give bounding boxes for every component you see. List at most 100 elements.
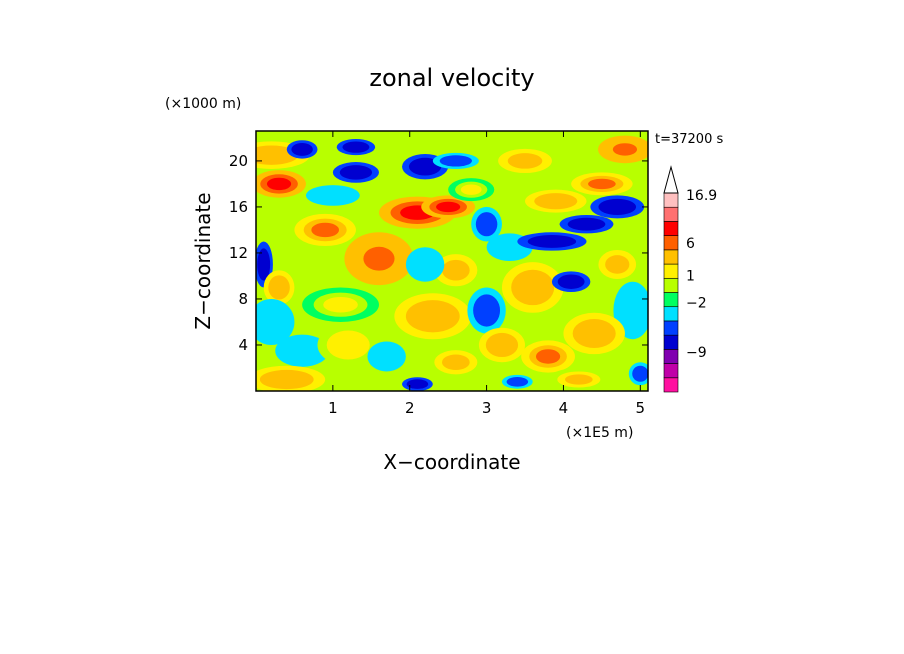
colorbar-swatch — [663, 334, 679, 350]
colorbar-swatch — [663, 235, 679, 251]
velocity-cell-18 — [367, 341, 406, 372]
velocity-cell-45 — [448, 178, 495, 202]
colorbar-swatch — [663, 192, 679, 208]
velocity-cell-37 — [590, 243, 645, 286]
colorbar-arrow — [663, 165, 679, 194]
velocity-cell-32 — [525, 189, 587, 213]
velocity-contour — [272, 279, 286, 296]
plot-frame — [255, 130, 649, 392]
y-axis-label: Z−coordinate — [191, 192, 215, 329]
velocity-cell-41 — [548, 367, 610, 391]
colorbar-label: 6 — [686, 236, 695, 252]
velocity-contour — [510, 378, 525, 385]
velocity-contour — [410, 380, 425, 388]
velocity-contour — [436, 201, 461, 213]
velocity-contour — [479, 216, 494, 232]
colorbar-label: −9 — [686, 345, 707, 361]
x-tick-label: 2 — [405, 399, 415, 417]
velocity-contour — [499, 240, 521, 254]
velocity-contour — [445, 157, 467, 165]
velocity-cell-6 — [294, 213, 356, 247]
x-tick-label: 1 — [328, 399, 338, 417]
y-tick-label: 20 — [229, 152, 248, 170]
velocity-cell-16 — [256, 365, 326, 391]
velocity-cell-19 — [302, 287, 379, 322]
velocity-contour — [491, 337, 513, 353]
velocity-cell-24 — [425, 344, 487, 380]
velocity-cell-23 — [402, 377, 433, 391]
velocity-contour — [507, 153, 543, 169]
y-unit-label: (×1000 m) — [165, 96, 241, 112]
velocity-cell-22 — [405, 247, 445, 282]
colorbar-label: −2 — [686, 295, 707, 311]
velocity-contour — [536, 237, 568, 246]
velocity-contour — [612, 143, 638, 156]
velocity-contour — [414, 160, 436, 173]
velocity-contour — [256, 148, 289, 162]
velocity-cell-2 — [286, 140, 318, 159]
x-tick-label: 4 — [559, 399, 569, 417]
velocity-contour — [363, 246, 395, 271]
velocity-cell-44 — [471, 206, 502, 242]
y-tick-label: 12 — [229, 244, 248, 262]
velocity-cell-36 — [551, 271, 591, 293]
velocity-cell-33 — [571, 172, 633, 196]
velocity-contour — [269, 373, 305, 386]
velocity-contour — [535, 349, 561, 364]
velocity-contour — [541, 196, 570, 207]
velocity-field — [256, 135, 648, 391]
velocity-cell-4 — [336, 139, 376, 156]
plot-area — [255, 130, 649, 392]
colorbar-swatch — [663, 206, 679, 222]
velocity-cell-34 — [598, 135, 648, 164]
velocity-contour — [518, 276, 547, 299]
velocity-contour — [378, 349, 396, 364]
y-tick-label: 4 — [238, 336, 248, 354]
velocity-contour — [477, 300, 496, 321]
velocity-cell-14 — [256, 298, 295, 345]
colorbar: 16.9 6 1 −2 −9 — [663, 165, 717, 393]
velocity-cell-3 — [332, 162, 379, 183]
colorbar-swatch — [663, 221, 679, 236]
velocity-cell-20 — [394, 293, 472, 340]
velocity-contour — [259, 254, 268, 275]
y-axis-ticks: 4 8 12 16 20 — [229, 152, 648, 354]
y-tick-label: 16 — [229, 198, 248, 216]
colorbar-swatch — [663, 320, 679, 336]
velocity-contour — [588, 178, 616, 190]
velocity-cell-25 — [467, 287, 506, 334]
velocity-cell-39 — [563, 312, 625, 355]
velocity-contour — [311, 222, 340, 238]
velocity-cell-13 — [263, 270, 295, 305]
velocity-contour — [574, 220, 599, 229]
velocity-cell-29 — [517, 232, 587, 251]
x-axis-label: X−coordinate — [383, 450, 520, 474]
velocity-contour — [290, 343, 315, 358]
velocity-cell-17 — [317, 324, 379, 366]
chart-title: zonal velocity — [369, 64, 534, 92]
velocity-contour — [605, 255, 630, 274]
velocity-contour — [623, 297, 642, 324]
velocity-cell-40 — [521, 340, 575, 373]
velocity-contour — [580, 324, 609, 343]
velocity-contour — [442, 259, 470, 281]
x-unit-label: (×1E5 m) — [566, 425, 633, 441]
x-axis-ticks: 1 2 3 4 5 — [328, 131, 645, 417]
velocity-cell-7 — [344, 232, 414, 286]
velocity-contour — [334, 335, 363, 355]
velocity-cell-35 — [486, 143, 564, 179]
y-tick-label: 8 — [238, 290, 248, 308]
time-label: t=37200 s — [655, 132, 723, 147]
x-tick-label: 5 — [636, 399, 646, 417]
velocity-contour — [416, 256, 434, 273]
velocity-contour — [442, 354, 470, 371]
colorbar-swatch — [663, 306, 679, 322]
velocity-cell-31 — [590, 195, 645, 219]
colorbar-label: 16.9 — [686, 188, 717, 204]
velocity-cell-0 — [256, 170, 306, 198]
colorbar-swatch — [663, 249, 679, 265]
velocity-contour — [605, 201, 630, 213]
x-tick-label: 3 — [482, 399, 492, 417]
velocity-cell-42 — [628, 362, 648, 386]
colorbar-swatch — [663, 292, 679, 308]
